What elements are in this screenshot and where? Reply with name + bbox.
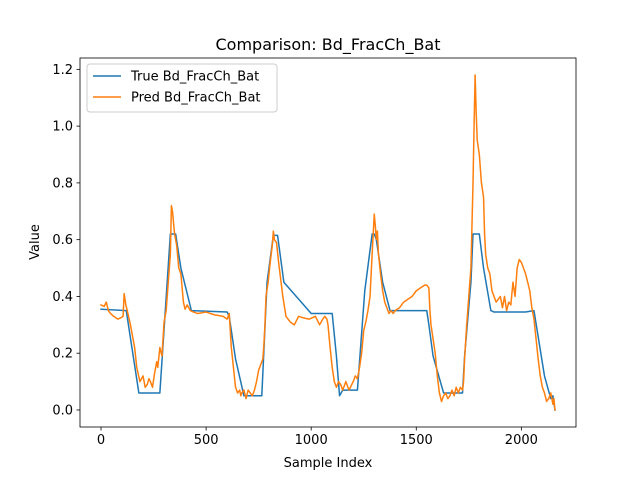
y-axis-label: Value xyxy=(28,224,43,260)
plot-area: 0 500 1000 1500 2000 0.0 0.2 0.4 0.6 0.8 1.0 1.2 xyxy=(52,57,577,448)
x-tick-label: 500 xyxy=(194,433,219,448)
y-tick-label: 0.6 xyxy=(52,233,73,248)
y-tick-label: 0.4 xyxy=(52,290,73,305)
x-tick-label: 1500 xyxy=(400,433,433,448)
legend: True Bd_FracCh_Bat Pred Bd_FracCh_Bat xyxy=(86,63,278,113)
series-line-pred xyxy=(100,74,556,411)
y-tick-label: 0.0 xyxy=(52,403,73,418)
legend-label: True Bd_FracCh_Bat xyxy=(130,70,259,85)
x-axis-label: Sample Index xyxy=(284,456,373,471)
x-tick-label: 0 xyxy=(97,433,105,448)
y-tick-label: 1.2 xyxy=(52,63,73,78)
series-line-true xyxy=(100,233,556,411)
y-tick-label: 0.8 xyxy=(52,176,73,191)
x-tick-label: 2000 xyxy=(505,433,538,448)
x-tick-label: 1000 xyxy=(295,433,328,448)
axes-frame xyxy=(79,57,577,428)
legend-box xyxy=(86,63,278,113)
y-tick-label: 0.2 xyxy=(52,347,73,362)
y-tick-label: 1.0 xyxy=(52,120,73,135)
legend-label: Pred Bd_FracCh_Bat xyxy=(131,91,261,106)
chart-title: Comparison: Bd_FracCh_Bat xyxy=(216,35,441,55)
